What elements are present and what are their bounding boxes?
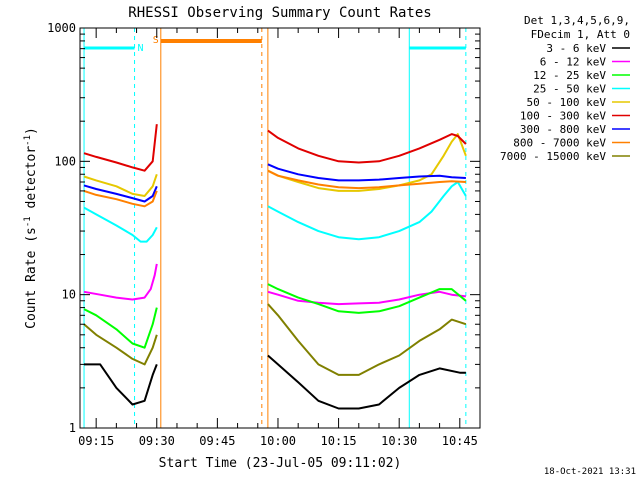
- x-tick-label: 09:30: [139, 434, 175, 448]
- series-line: [267, 303, 467, 376]
- x-tick-label: 10:30: [381, 434, 417, 448]
- x-tick-label: 10:45: [442, 434, 478, 448]
- y-tick-label: 10: [62, 288, 76, 302]
- legend-entry-label: 25 - 50 keV: [533, 83, 606, 96]
- series-line: [267, 290, 467, 306]
- series-line: [267, 129, 467, 164]
- y-tick-label: 1000: [47, 21, 76, 35]
- footer-timestamp: 18-Oct-2021 13:31: [544, 467, 636, 477]
- y-tick-label: 100: [54, 154, 76, 168]
- y-axis-label: Count Rate (s-1 detector-1): [23, 127, 39, 329]
- series-line: [83, 307, 158, 349]
- legend-entry-label: 300 - 800 keV: [520, 123, 606, 136]
- legend-entry-label: 7000 - 15000 keV: [500, 150, 606, 163]
- legend-entry-label: 800 - 7000 keV: [513, 137, 606, 150]
- saa-flag-label: S: [153, 35, 159, 46]
- x-tick-label: 10:15: [321, 434, 357, 448]
- legend-entry-label: 6 - 12 keV: [540, 56, 607, 69]
- series-line: [267, 181, 467, 241]
- plot-frame: [79, 27, 481, 429]
- legend-entry-label: 3 - 6 keV: [546, 42, 606, 55]
- series-line: [267, 283, 467, 314]
- series-line: [84, 363, 158, 406]
- series-line: [83, 206, 158, 243]
- series-line: [83, 189, 158, 208]
- legend-header-2: FDecim 1, Att 0: [531, 28, 630, 41]
- x-tick-label: 10:00: [260, 434, 296, 448]
- series-line: [83, 323, 158, 366]
- x-tick-label: 09:15: [78, 434, 114, 448]
- series-line: [83, 173, 158, 197]
- legend-entry-label: 100 - 300 keV: [520, 110, 606, 123]
- x-tick-label: 09:45: [199, 434, 235, 448]
- y-tick-label: 1: [69, 421, 76, 435]
- series-line: [83, 124, 158, 172]
- legend-header-1: Det 1,3,4,5,6,9,: [524, 14, 630, 27]
- legend-entry-label: 12 - 25 keV: [533, 69, 606, 82]
- series-line: [267, 169, 466, 190]
- series-line: [267, 354, 466, 410]
- night-flag-label: N: [138, 43, 144, 54]
- legend: Det 1,3,4,5,6,9, FDecim 1, Att 0 3 - 6 k…: [500, 14, 630, 163]
- chart-title: RHESSI Observing Summary Count Rates: [128, 5, 431, 21]
- x-axis-label: Start Time (23-Jul-05 09:11:02): [159, 456, 402, 471]
- series-line: [83, 184, 158, 203]
- series-line: [83, 263, 158, 301]
- series-line: [267, 163, 466, 182]
- legend-entry-label: 50 - 100 keV: [527, 96, 607, 109]
